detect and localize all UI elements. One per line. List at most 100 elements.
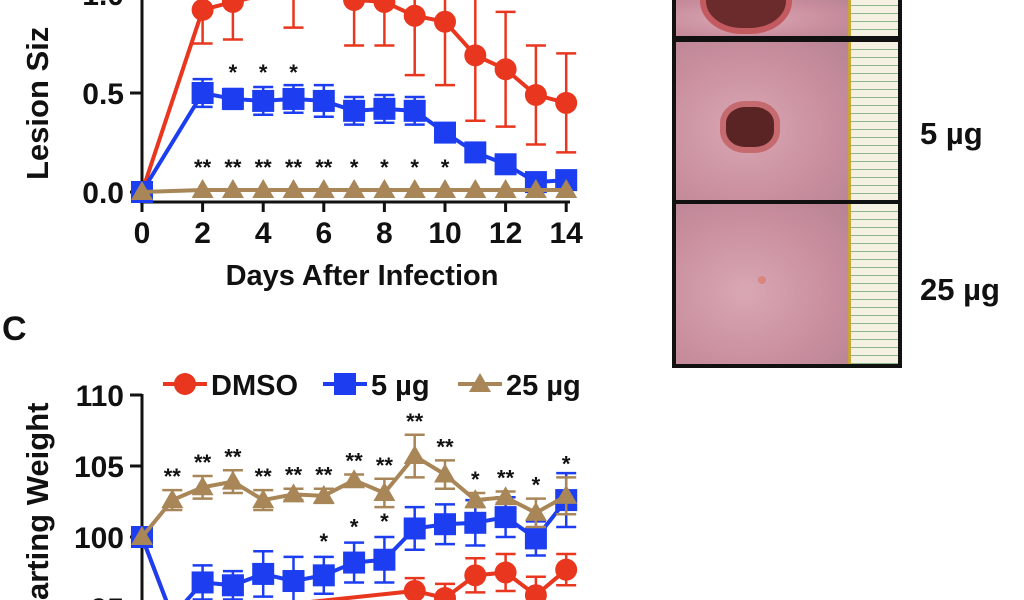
panel-letter-c: C — [2, 310, 27, 348]
data-point — [373, 481, 396, 501]
data-point — [403, 179, 426, 199]
data-point — [221, 574, 244, 597]
data-point — [343, 99, 366, 122]
significance-mark: * — [380, 509, 389, 534]
y-tick-label: 1.0 — [82, 0, 124, 12]
data-point — [161, 489, 184, 509]
x-axis-title: Days After Infection — [226, 260, 499, 292]
data-point — [524, 584, 547, 600]
data-point — [282, 179, 305, 199]
significance-mark: ** — [255, 155, 273, 180]
significance-mark: * — [229, 60, 238, 85]
data-point — [403, 579, 426, 600]
significance-mark: ** — [255, 464, 273, 489]
significance-mark: ** — [224, 155, 242, 180]
significance-mark: * — [441, 155, 450, 180]
data-point — [221, 179, 244, 199]
data-point — [221, 87, 244, 110]
data-point — [434, 463, 456, 483]
significance-mark: ** — [497, 466, 515, 491]
data-point — [343, 469, 366, 489]
significance-mark: ** — [315, 155, 333, 180]
x-tick-label: 12 — [489, 217, 522, 250]
data-point — [131, 181, 153, 200]
x-tick-label: 2 — [194, 217, 211, 250]
y-tick-label: 100 — [74, 522, 124, 555]
data-point — [494, 486, 517, 506]
y-tick-label: 0.5 — [82, 78, 124, 111]
legend-marker — [334, 373, 356, 395]
data-point — [252, 179, 275, 199]
data-point — [312, 484, 335, 504]
data-point — [343, 551, 366, 574]
data-point — [555, 558, 578, 581]
data-point — [524, 179, 547, 199]
data-point — [555, 91, 578, 114]
data-point — [555, 484, 578, 504]
y-tick-label: 0.0 — [82, 177, 124, 210]
significance-mark: * — [350, 515, 359, 540]
data-point — [434, 587, 456, 600]
data-point — [434, 179, 456, 199]
data-point — [221, 0, 244, 13]
legend-label: 25 µg — [506, 370, 581, 402]
skin-texture — [676, 204, 848, 364]
photo-25ug — [672, 200, 902, 368]
legend-label: 5 µg — [371, 370, 430, 402]
photo-label-25ug: 25 µg — [920, 272, 1000, 307]
data-point — [312, 179, 335, 199]
data-point — [524, 501, 547, 521]
data-point — [524, 83, 547, 106]
significance-mark: * — [471, 467, 480, 492]
significance-mark: * — [532, 473, 541, 498]
photo-dmso — [672, 0, 902, 40]
data-point — [464, 141, 487, 164]
significance-mark: * — [562, 451, 571, 476]
data-point — [494, 58, 517, 81]
data-point — [494, 561, 517, 584]
data-point — [494, 506, 517, 529]
significance-mark: ** — [194, 450, 212, 475]
significance-mark: ** — [376, 453, 394, 478]
data-point — [312, 564, 335, 587]
significance-mark: * — [289, 60, 298, 85]
data-point — [464, 564, 487, 587]
significance-mark: ** — [164, 464, 182, 489]
x-tick-label: 6 — [315, 217, 332, 250]
significance-mark: ** — [315, 463, 333, 488]
y-tick-label: 110 — [76, 380, 124, 413]
significance-mark: ** — [285, 463, 303, 488]
x-tick-label: 4 — [255, 217, 272, 250]
significance-mark: * — [350, 155, 359, 180]
data-point — [434, 10, 456, 33]
data-point — [524, 527, 547, 550]
ruler — [848, 42, 898, 200]
significance-mark: ** — [346, 449, 364, 474]
data-point — [464, 511, 487, 534]
data-point — [494, 179, 517, 199]
data-point — [373, 179, 396, 199]
x-tick-label: 0 — [134, 217, 151, 250]
data-point — [343, 0, 366, 11]
data-point — [191, 82, 214, 104]
data-point — [131, 526, 153, 545]
data-point — [191, 571, 214, 594]
data-point — [191, 179, 214, 199]
lesion — [726, 107, 774, 147]
significance-mark: ** — [285, 155, 303, 180]
data-point — [191, 476, 214, 496]
data-point — [403, 99, 426, 122]
data-point — [403, 445, 426, 465]
data-point — [252, 89, 275, 112]
y-axis-title: arting Weight — [20, 403, 55, 600]
significance-mark: ** — [436, 434, 454, 459]
significance-mark: * — [410, 155, 419, 180]
data-point — [464, 179, 487, 199]
data-point — [464, 489, 487, 509]
significance-mark: * — [380, 155, 389, 180]
y-tick-label: 105 — [74, 451, 124, 484]
ruler — [848, 0, 898, 36]
significance-mark: * — [259, 60, 268, 85]
